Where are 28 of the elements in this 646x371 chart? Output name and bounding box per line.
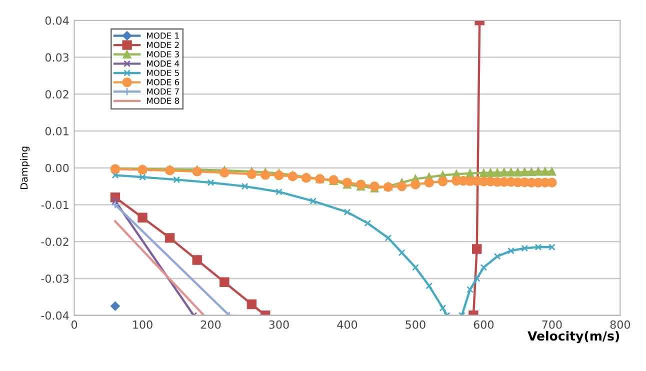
legend-label: MODE 6 xyxy=(147,79,180,86)
y-tick-label: -0.04 xyxy=(41,311,69,320)
x-tick-label: 200 xyxy=(200,320,221,329)
y-tick-label: 0.01 xyxy=(45,126,68,136)
y-tick-label: 0.02 xyxy=(45,90,68,99)
x-tick-label: 600 xyxy=(474,320,494,329)
legend-label: MODE 7 xyxy=(147,88,179,95)
x-tick-label: 300 xyxy=(269,320,289,329)
legend-label: MODE 4 xyxy=(147,60,180,67)
x-axis-title: Velocity(m/s) xyxy=(528,330,620,344)
x-tick-label: 100 xyxy=(133,320,152,329)
x-tick-label: 800 xyxy=(610,320,630,329)
y-tick-label: -0.02 xyxy=(41,238,68,246)
legend-label: MODE 5 xyxy=(147,70,179,76)
y-tick-label: -0.01 xyxy=(41,200,68,210)
legend-label: MODE 8 xyxy=(147,98,180,104)
y-axis-title: Damping xyxy=(20,146,30,189)
y-tick-label: 0.03 xyxy=(45,53,69,62)
legend-label: MODE 3 xyxy=(147,51,179,58)
x-tick-label: 500 xyxy=(406,320,426,329)
y-tick-label: 0.00 xyxy=(45,164,69,172)
x-tick-label: 0 xyxy=(71,320,78,329)
x-tick-label: 400 xyxy=(337,320,358,329)
legend-label: MODE 2 xyxy=(147,42,179,48)
y-tick-label: 0.04 xyxy=(45,16,69,25)
y-tick-label: -0.03 xyxy=(41,274,69,283)
legend-label: MODE 1 xyxy=(147,32,179,39)
x-tick-label: 700 xyxy=(542,320,562,329)
